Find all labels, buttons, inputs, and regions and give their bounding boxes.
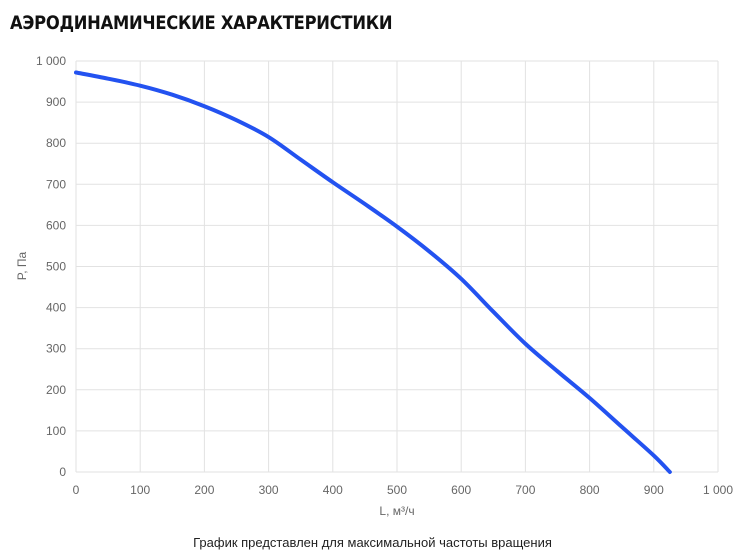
y-tick-label: 300 xyxy=(46,342,66,356)
y-tick-label: 900 xyxy=(46,95,66,109)
y-tick-label: 1 000 xyxy=(36,54,66,68)
y-tick-label: 400 xyxy=(46,301,66,315)
x-tick-label: 500 xyxy=(387,483,407,497)
grid-lines xyxy=(75,60,719,473)
x-tick-label: 400 xyxy=(323,483,343,497)
x-tick-label: 0 xyxy=(73,483,80,497)
y-tick-label: 700 xyxy=(46,177,66,191)
x-tick-label: 1 000 xyxy=(703,483,733,497)
x-axis-ticks: 0 100 200 300 400 500 600 700 800 900 1 000 xyxy=(73,483,734,497)
x-axis-label: L, м³/ч xyxy=(379,504,414,518)
series-line xyxy=(74,70,672,474)
y-tick-label: 200 xyxy=(46,383,66,397)
y-tick-label: 600 xyxy=(46,218,66,232)
footnote: График представлен для максимальной част… xyxy=(193,535,552,550)
x-tick-label: 700 xyxy=(515,483,535,497)
y-tick-label: 800 xyxy=(46,136,66,150)
x-tick-label: 900 xyxy=(644,483,664,497)
x-tick-label: 300 xyxy=(259,483,279,497)
y-axis-label: P, Па xyxy=(15,251,29,280)
y-tick-label: 500 xyxy=(46,260,66,274)
y-axis-ticks: 0 100 200 300 400 500 600 700 800 900 1 000 xyxy=(36,54,66,479)
x-tick-label: 200 xyxy=(194,483,214,497)
x-tick-label: 600 xyxy=(451,483,471,497)
x-tick-label: 100 xyxy=(130,483,150,497)
x-tick-label: 800 xyxy=(580,483,600,497)
series-group xyxy=(74,70,672,474)
y-tick-label: 100 xyxy=(46,424,66,438)
chart-title: АЭРОДИНАМИЧЕСКИЕ ХАРАКТЕРИСТИКИ xyxy=(10,12,393,34)
y-tick-label: 0 xyxy=(59,465,66,479)
